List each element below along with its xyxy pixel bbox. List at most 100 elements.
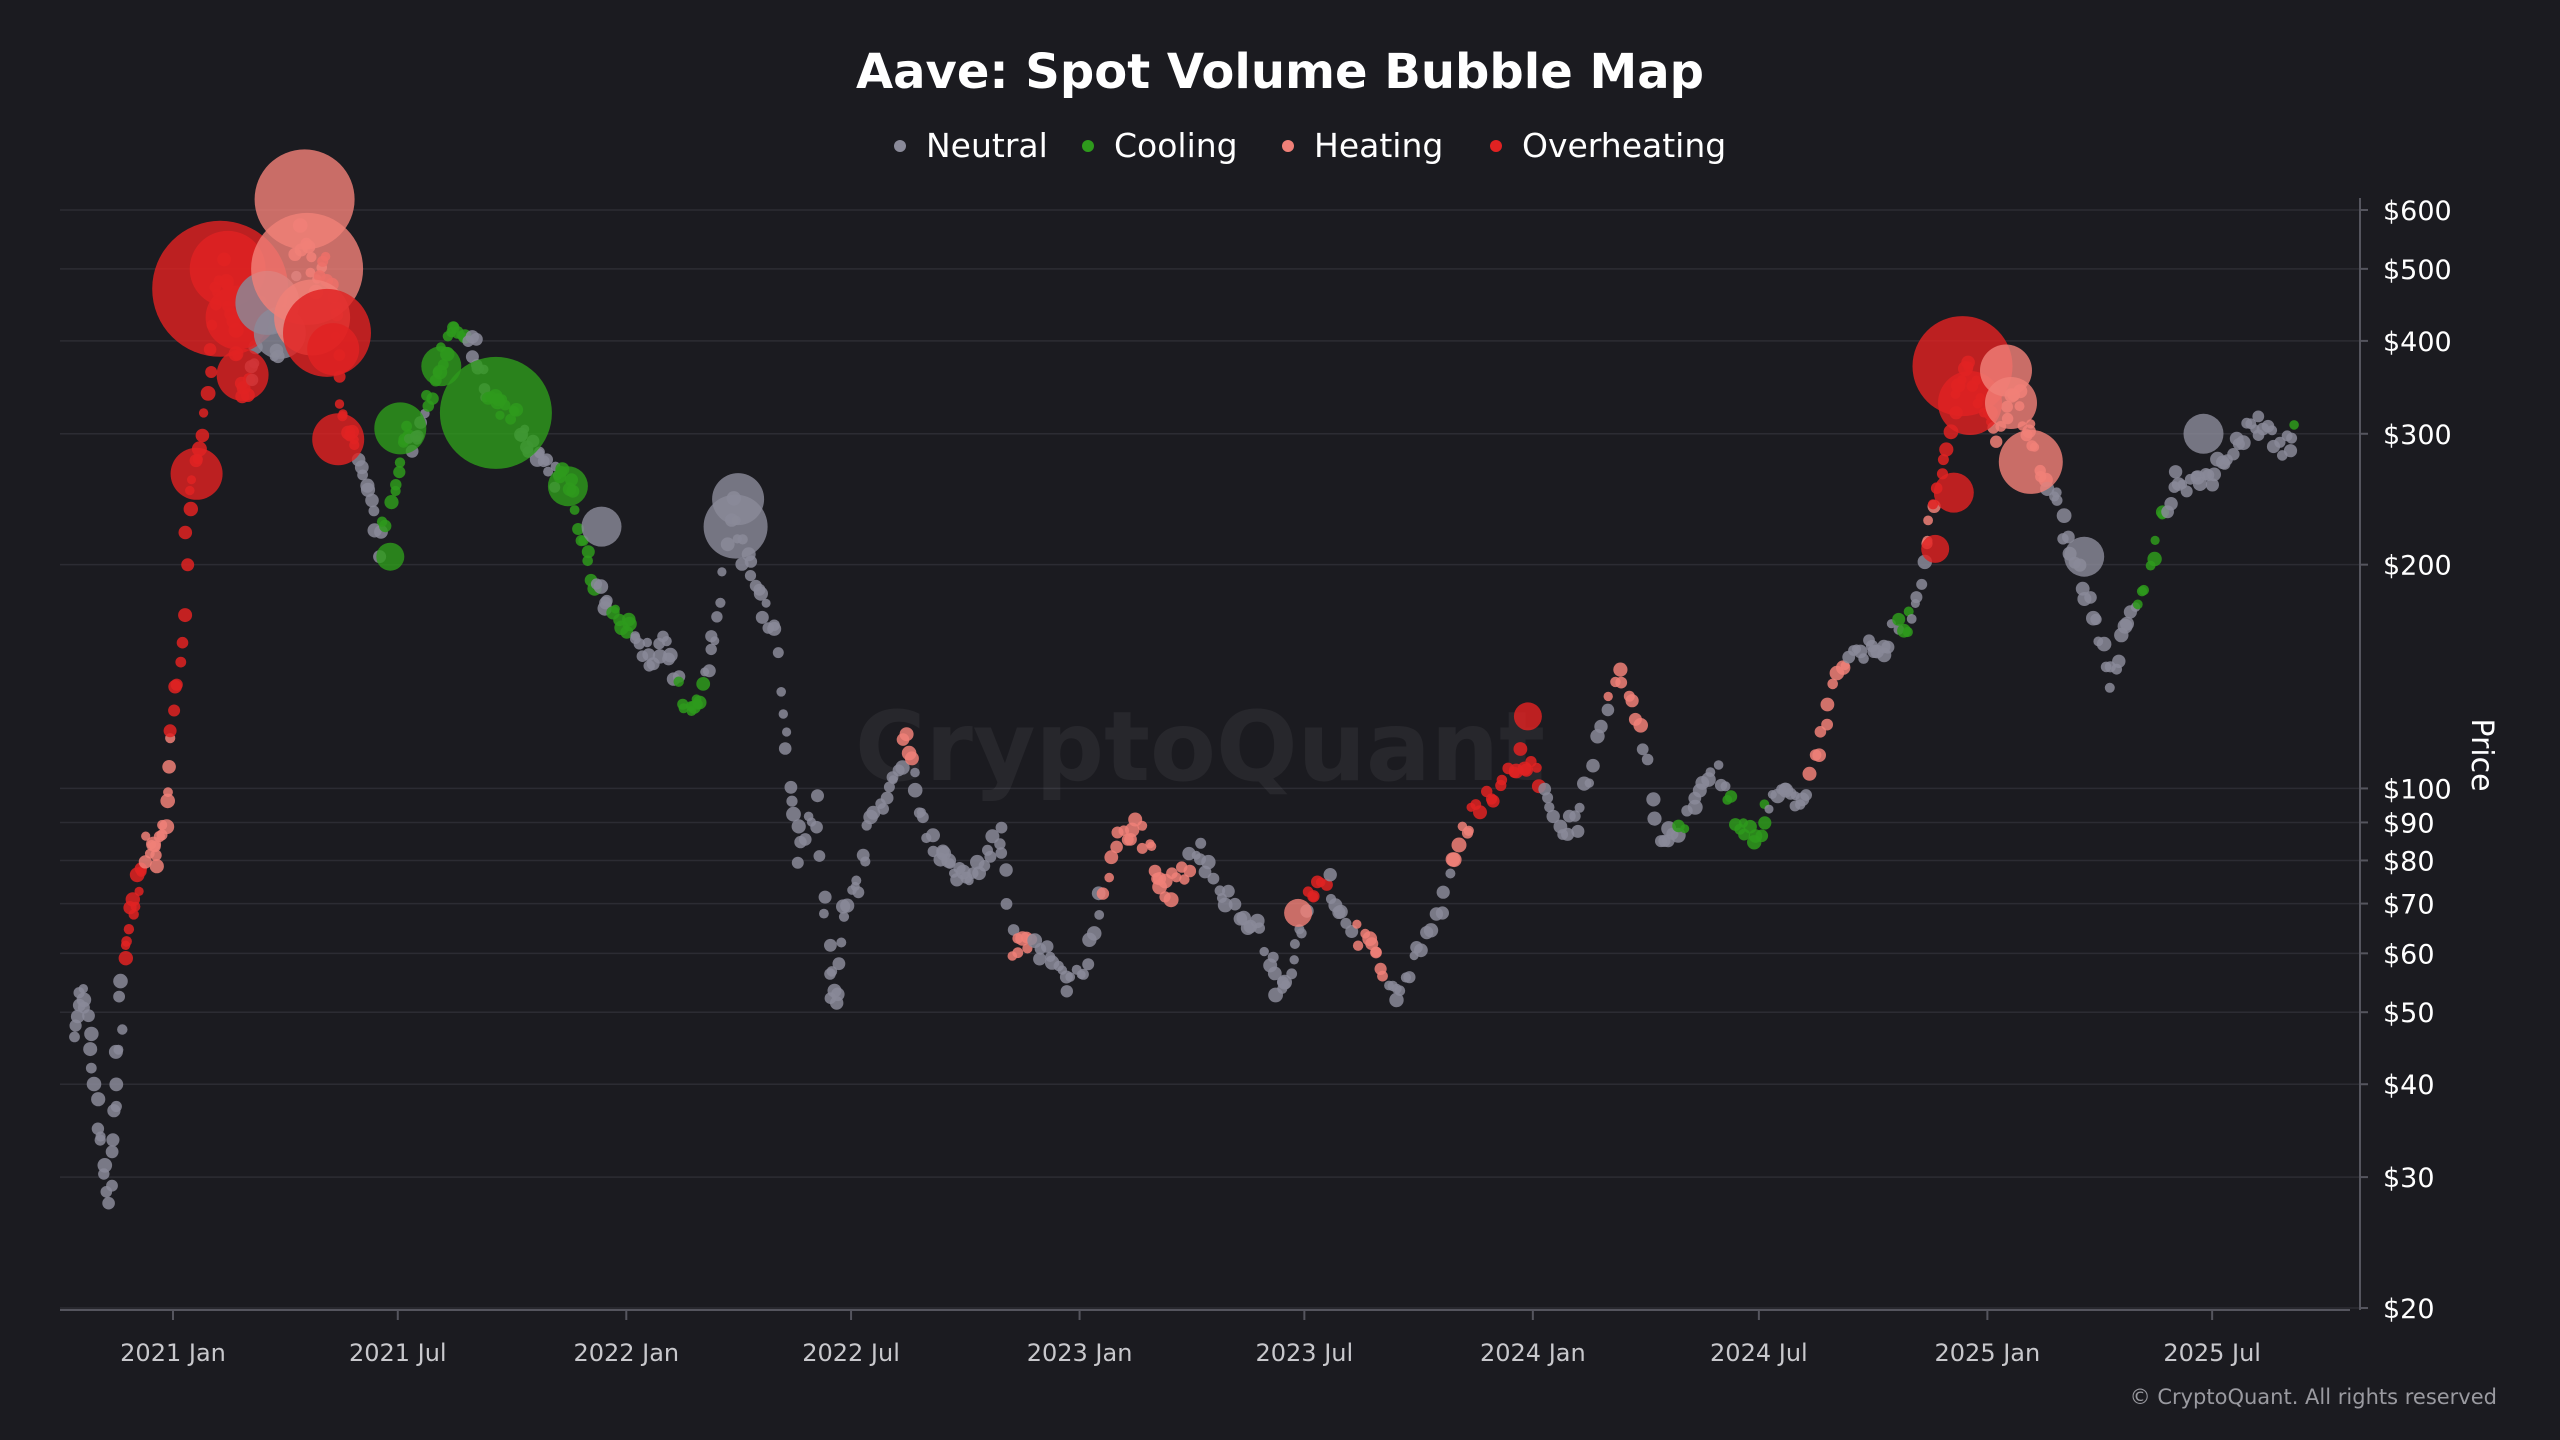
legend-label-neutral: Neutral (926, 126, 1048, 165)
point-neutral (105, 1145, 119, 1159)
point-neutral (600, 594, 613, 607)
point-heating (1012, 947, 1024, 959)
point-neutral (1394, 985, 1406, 996)
point-heating (1446, 852, 1462, 868)
point-heating (150, 849, 162, 861)
legend-marker-heating (1282, 140, 1294, 152)
point-neutral (1601, 703, 1615, 717)
point-heating (1163, 892, 1179, 908)
point-neutral (705, 643, 717, 656)
y-tick-label-60: $60 (2383, 939, 2435, 970)
chart-title: Aave: Spot Volume Bubble Map (856, 44, 1704, 100)
point-cooling (426, 392, 439, 405)
point-neutral (1082, 958, 1095, 971)
point-neutral (1414, 943, 1428, 958)
point-overheating (176, 636, 189, 649)
point-neutral (1228, 897, 1242, 911)
bubble-overheating (1933, 472, 1974, 513)
point-heating (149, 859, 164, 874)
point-neutral (2120, 616, 2134, 631)
point-overheating (134, 886, 144, 897)
point-heating (1136, 842, 1148, 854)
point-heating (1171, 872, 1182, 883)
point-neutral (2286, 432, 2298, 444)
point-overheating (1486, 794, 1500, 808)
y-tick-label-50: $50 (2383, 998, 2435, 1029)
y-tick-label-20: $20 (2383, 1294, 2435, 1325)
legend-marker-overheating (1490, 140, 1502, 152)
watermark: CryptoQuant (855, 691, 1545, 803)
point-cooling (1755, 829, 1769, 843)
point-heating (1821, 718, 1833, 731)
bubble-cooling (376, 542, 405, 571)
point-neutral (2235, 435, 2251, 451)
point-neutral (1286, 968, 1298, 980)
point-neutral (84, 1026, 99, 1042)
point-neutral (791, 819, 806, 834)
point-neutral (860, 856, 871, 867)
point-neutral (866, 805, 881, 820)
point-heating (1625, 694, 1639, 708)
point-overheating (128, 909, 139, 920)
point-neutral (113, 973, 128, 989)
point-overheating (181, 558, 195, 572)
point-neutral (1323, 868, 1337, 882)
point-neutral (818, 890, 832, 904)
point-heating (1137, 820, 1148, 831)
point-heating (1820, 697, 1835, 712)
point-heating (904, 751, 919, 766)
bubble-cooling (439, 356, 552, 469)
point-neutral (772, 647, 784, 659)
point-neutral (540, 453, 553, 466)
point-neutral (1435, 906, 1449, 920)
point-neutral (1720, 781, 1731, 792)
point-overheating (183, 501, 198, 517)
point-overheating (1307, 890, 1320, 903)
point-cooling (394, 457, 406, 468)
point-neutral (1858, 653, 1869, 664)
point-cooling (2147, 551, 2162, 567)
point-neutral (2096, 636, 2112, 652)
point-heating (1377, 970, 1388, 982)
point-cooling (1758, 816, 1772, 830)
point-cooling (390, 479, 402, 491)
point-neutral (1207, 872, 1220, 885)
point-neutral (1542, 792, 1554, 804)
point-neutral (2252, 410, 2265, 423)
point-overheating (118, 951, 133, 966)
point-overheating (175, 656, 187, 668)
point-heating (1146, 841, 1157, 851)
point-neutral (2205, 478, 2219, 492)
point-neutral (109, 1077, 124, 1092)
point-neutral (840, 898, 855, 913)
point-heating (1613, 662, 1628, 677)
point-neutral (761, 598, 771, 608)
point-neutral (999, 863, 1013, 877)
point-neutral (702, 664, 716, 678)
x-tick-label-2021-Jul: 2021 Jul (349, 1339, 447, 1367)
point-neutral (1060, 985, 1074, 998)
point-neutral (710, 636, 720, 646)
point-neutral (1571, 824, 1585, 838)
point-cooling (2132, 599, 2143, 610)
point-heating (1615, 676, 1628, 689)
point-neutral (117, 1024, 128, 1035)
bubble-neutral (703, 494, 768, 559)
point-cooling (610, 604, 620, 614)
point-heating (1633, 718, 1648, 733)
point-neutral (633, 638, 645, 650)
point-neutral (1389, 992, 1404, 1008)
point-neutral (1094, 910, 1105, 920)
point-heating (1104, 872, 1114, 883)
point-neutral (1086, 926, 1102, 941)
point-cooling (384, 495, 399, 510)
point-neutral (832, 957, 846, 971)
y-tick-label-90: $90 (2383, 808, 2435, 839)
point-neutral (831, 987, 845, 1002)
point-neutral (1569, 810, 1581, 822)
point-neutral (883, 781, 895, 793)
point-neutral (2051, 487, 2062, 498)
bubble-overheating (170, 447, 223, 500)
x-tick-label-2025-Jul: 2025 Jul (2163, 1339, 2261, 1367)
point-neutral (776, 687, 786, 697)
